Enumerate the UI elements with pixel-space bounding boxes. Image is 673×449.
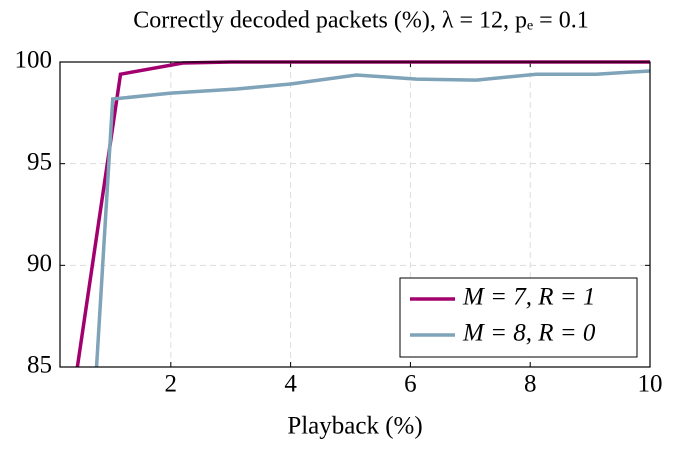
- plot-frame: [59, 61, 651, 368]
- legend-label: M = 7, R = 1: [462, 284, 595, 311]
- legend-box: [399, 277, 638, 358]
- legend: M = 7, R = 1 M = 8, R = 0: [399, 277, 638, 358]
- chart-title: Correctly decoded packets (%), λ = 12, p…: [133, 8, 588, 34]
- y-tick-label: 100: [15, 47, 53, 74]
- x-tick-label: 4: [284, 371, 297, 398]
- x-tick-label: 8: [524, 371, 537, 398]
- y-tick-label: 90: [27, 250, 52, 277]
- y-tick-label: 85: [27, 352, 52, 379]
- x-tick-label: 6: [404, 371, 417, 398]
- series-line: [94, 69, 651, 368]
- legend-label: M = 8, R = 0: [462, 320, 596, 347]
- x-tick-label: 10: [638, 371, 663, 398]
- y-tick-label: 95: [27, 148, 52, 175]
- x-axis-label: Playback (%): [287, 413, 422, 440]
- x-tick-label: 2: [165, 371, 178, 398]
